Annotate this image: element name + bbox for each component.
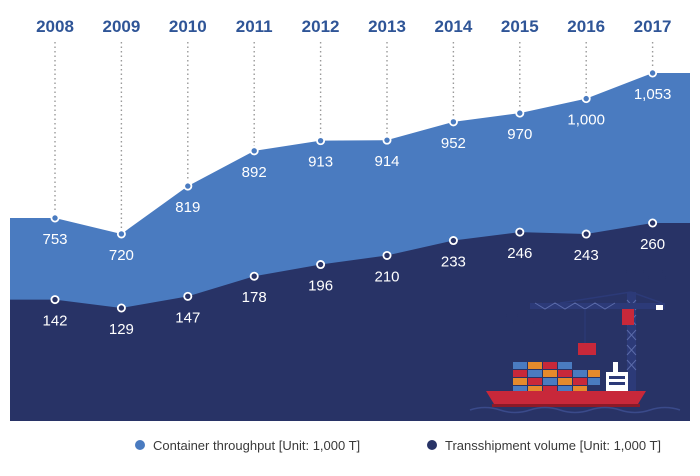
throughput-point-2015 xyxy=(515,108,525,118)
transshipment-point-2014 xyxy=(448,236,458,246)
transshipment-point-2011 xyxy=(249,271,259,281)
container-ship-illustration xyxy=(469,270,681,414)
throughput-value-2011: 892 xyxy=(242,164,267,181)
throughput-value-2016: 1,000 xyxy=(567,112,605,129)
throughput-point-2013 xyxy=(382,135,392,145)
throughput-value-2009: 720 xyxy=(109,247,134,264)
transshipment-value-2011: 178 xyxy=(242,289,267,306)
year-label-2011: 2011 xyxy=(236,17,273,36)
throughput-value-2013: 914 xyxy=(374,153,399,170)
throughput-value-2017: 1,053 xyxy=(634,86,672,103)
transshipment-point-2015 xyxy=(515,227,525,237)
throughput-value-2015: 970 xyxy=(507,126,532,143)
ship-hull xyxy=(486,391,646,404)
transshipment-value-2014: 233 xyxy=(441,254,466,271)
transshipment-value-2013: 210 xyxy=(374,268,399,285)
legend-swatch xyxy=(135,440,145,450)
legend-label: Transshipment volume [Unit: 1,000 T] xyxy=(445,438,661,453)
transshipment-point-2008 xyxy=(50,295,60,305)
ship-bridge xyxy=(606,362,628,392)
throughput-value-2010: 819 xyxy=(175,199,200,216)
year-label-2013: 2013 xyxy=(368,17,406,36)
containers xyxy=(513,362,600,391)
throughput-point-2009 xyxy=(116,229,126,239)
year-label-2012: 2012 xyxy=(302,17,340,36)
transshipment-value-2015: 246 xyxy=(507,245,532,262)
legend-swatch xyxy=(427,440,437,450)
transshipment-value-2009: 129 xyxy=(109,321,134,338)
throughput-point-2016 xyxy=(581,94,591,104)
throughput-point-2017 xyxy=(648,68,658,78)
year-label-2008: 2008 xyxy=(36,17,74,36)
transshipment-value-2010: 147 xyxy=(175,309,200,326)
cloud-marks xyxy=(506,270,666,323)
water-waves xyxy=(469,406,681,414)
year-label-2017: 2017 xyxy=(634,17,672,36)
year-label-2014: 2014 xyxy=(434,17,472,36)
transshipment-point-2013 xyxy=(382,250,392,260)
transshipment-value-2017: 260 xyxy=(640,236,665,253)
year-label-2015: 2015 xyxy=(501,17,539,36)
year-label-2016: 2016 xyxy=(567,17,605,36)
throughput-value-2014: 952 xyxy=(441,135,466,152)
transshipment-value-2012: 196 xyxy=(308,278,333,295)
throughput-point-2012 xyxy=(316,136,326,146)
throughput-point-2008 xyxy=(50,213,60,223)
transshipment-point-2017 xyxy=(648,218,658,228)
throughput-value-2012: 913 xyxy=(308,154,333,171)
legend-label: Container throughput [Unit: 1,000 T] xyxy=(153,438,360,453)
throughput-point-2014 xyxy=(448,117,458,127)
chart-overlay: 2008 753 142 2009 720 129 2010 819 147 2011 892 178… xyxy=(36,17,671,338)
legend-item-transshipment-volume: Transshipment volume [Unit: 1,000 T] xyxy=(427,438,661,453)
throughput-point-2010 xyxy=(183,181,193,191)
transshipment-value-2016: 243 xyxy=(574,247,599,264)
transshipment-value-2008: 142 xyxy=(42,313,67,330)
legend: Container throughput [Unit: 1,000 T] Tran… xyxy=(135,438,661,453)
throughput-point-2011 xyxy=(249,146,259,156)
transshipment-point-2009 xyxy=(116,303,126,313)
legend-item-container-throughput: Container throughput [Unit: 1,000 T] xyxy=(135,438,360,453)
year-label-2009: 2009 xyxy=(102,17,140,36)
transshipment-point-2010 xyxy=(183,291,193,301)
crane-icon xyxy=(530,291,665,392)
transshipment-point-2012 xyxy=(316,260,326,270)
throughput-value-2008: 753 xyxy=(42,231,67,248)
transshipment-point-2016 xyxy=(581,229,591,239)
year-label-2010: 2010 xyxy=(169,17,207,36)
